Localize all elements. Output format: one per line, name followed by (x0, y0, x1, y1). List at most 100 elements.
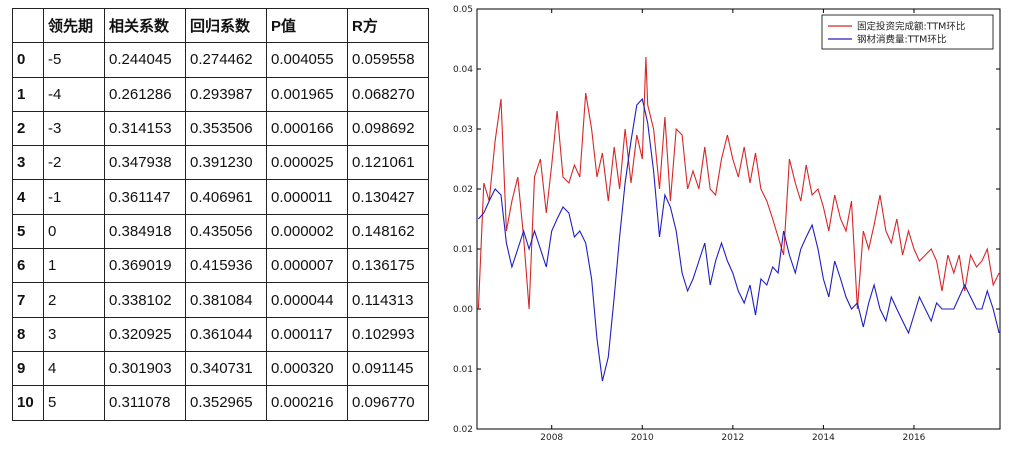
table-row: 9 4 0.301903 0.340731 0.000320 0.091145 (12, 350, 429, 387)
lead-period-cell: 4 (43, 350, 105, 387)
y-tick-label: 0.01 (453, 245, 473, 255)
regression-coef-cell: 0.353506 (185, 110, 267, 147)
lead-period-cell: 5 (43, 385, 105, 421)
r-squared-cell: 0.121061 (347, 145, 429, 181)
regression-coef-cell: 0.274462 (185, 42, 267, 78)
correlation-cell: 0.338102 (104, 282, 186, 318)
r-squared-cell: 0.068270 (347, 76, 429, 112)
table-row: 0 -5 0.244045 0.274462 0.004055 0.059558 (12, 42, 429, 78)
legend-label-1: 钢材消费量:TTM环比 (857, 34, 946, 46)
correlation-cell: 0.369019 (104, 248, 186, 284)
header-regression-coef: 回归系数 (185, 7, 267, 44)
correlation-cell: 0.347938 (104, 145, 186, 181)
legend-label-0: 固定投资完成额:TTM环比 (857, 21, 965, 33)
chart-svg: 0.05 0.04 0.03 0.02 0.01 0.00 0.01 0.02 2008 2010… (453, 5, 1001, 443)
r-squared-cell: 0.148162 (347, 213, 429, 250)
p-value-cell: 0.000117 (266, 316, 348, 352)
row-index: 8 (12, 316, 44, 352)
r-squared-cell: 0.098692 (347, 110, 429, 147)
header-p-value: P值 (266, 7, 348, 44)
regression-stats-table: 领先期 相关系数 回归系数 P值 R方 0 -5 0.244045 0.274462 0… (12, 7, 429, 421)
p-value-cell: 0.001965 (266, 76, 348, 112)
table-row: 5 0 0.384918 0.435056 0.000002 0.148162 (12, 213, 429, 250)
row-index: 3 (12, 145, 44, 181)
row-index: 7 (12, 282, 44, 318)
regression-coef-cell: 0.435056 (185, 213, 267, 250)
correlation-cell: 0.320925 (104, 316, 186, 352)
legend-box (821, 14, 994, 50)
row-index: 1 (12, 76, 44, 112)
table-row: 3 -2 0.347938 0.391230 0.000025 0.121061 (12, 145, 429, 181)
lead-period-cell: 1 (43, 248, 105, 284)
p-value-cell: 0.004055 (266, 42, 348, 78)
row-index: 0 (12, 42, 44, 78)
table-row: 10 5 0.311078 0.352965 0.000216 0.096770 (12, 385, 429, 421)
x-tick-label: 2008 (540, 433, 563, 443)
r-squared-cell: 0.091145 (347, 350, 429, 387)
x-tick-label: 2010 (631, 433, 654, 443)
regression-coef-cell: 0.381084 (185, 282, 267, 318)
p-value-cell: 0.000166 (266, 110, 348, 147)
y-tick-label: 0.05 (453, 5, 473, 15)
regression-coef-cell: 0.391230 (185, 145, 267, 181)
r-squared-cell: 0.114313 (347, 282, 429, 318)
r-squared-cell: 0.130427 (347, 179, 429, 215)
r-squared-cell: 0.136175 (347, 248, 429, 284)
table-row: 1 -4 0.261286 0.293987 0.001965 0.068270 (12, 76, 429, 112)
p-value-cell: 0.000025 (266, 145, 348, 181)
y-tick-label: 0.01 (453, 365, 473, 375)
series-line-0 (477, 56, 1000, 310)
table-row: 2 -3 0.314153 0.353506 0.000166 0.098692 (12, 110, 429, 147)
regression-coef-cell: 0.415936 (185, 248, 267, 284)
y-tick-label: 0.03 (453, 125, 473, 135)
y-tick-label: 0.04 (453, 65, 473, 75)
p-value-cell: 0.000011 (266, 179, 348, 215)
r-squared-cell: 0.059558 (347, 42, 429, 78)
correlation-cell: 0.244045 (104, 42, 186, 78)
lead-period-cell: -4 (43, 76, 105, 112)
table-body: 0 -5 0.244045 0.274462 0.004055 0.059558 1 -4 0.… (12, 42, 429, 421)
lead-period-cell: -1 (43, 179, 105, 215)
table-row: 6 1 0.369019 0.415936 0.000007 0.136175 (12, 248, 429, 284)
table-row: 8 3 0.320925 0.361044 0.000117 0.102993 (12, 316, 429, 352)
row-index: 9 (12, 350, 44, 387)
lead-period-cell: 3 (43, 316, 105, 352)
correlation-cell: 0.361147 (104, 179, 186, 215)
p-value-cell: 0.000007 (266, 248, 348, 284)
row-index: 4 (12, 179, 44, 215)
row-index: 2 (12, 110, 44, 147)
row-index: 5 (12, 213, 44, 250)
y-tick-label: 0.02 (453, 425, 473, 435)
header-lead-period: 领先期 (43, 7, 105, 44)
p-value-cell: 0.000320 (266, 350, 348, 387)
row-index: 10 (12, 385, 44, 421)
x-tick-label: 2016 (903, 433, 926, 443)
line-chart: 0.05 0.04 0.03 0.02 0.01 0.00 0.01 0.02 2008 2010… (430, 0, 1019, 455)
x-tick-label: 2012 (721, 433, 744, 443)
correlation-cell: 0.314153 (104, 110, 186, 147)
series-line-1 (477, 97, 1000, 382)
y-tick-label: 0.00 (453, 305, 473, 315)
regression-coef-cell: 0.352965 (185, 385, 267, 421)
lead-period-cell: 0 (43, 213, 105, 250)
correlation-cell: 0.261286 (104, 76, 186, 112)
regression-coef-cell: 0.361044 (185, 316, 267, 352)
lead-period-cell: -2 (43, 145, 105, 181)
p-value-cell: 0.000044 (266, 282, 348, 318)
header-r-squared: R方 (347, 7, 429, 44)
row-index: 6 (12, 248, 44, 284)
r-squared-cell: 0.096770 (347, 385, 429, 421)
table-row: 4 -1 0.361147 0.406961 0.000011 0.130427 (12, 179, 429, 215)
regression-coef-cell: 0.293987 (185, 76, 267, 112)
x-tick-label: 2014 (812, 433, 835, 443)
p-value-cell: 0.000216 (266, 385, 348, 421)
regression-coef-cell: 0.340731 (185, 350, 267, 387)
plot-frame (476, 8, 1001, 430)
lead-period-cell: -5 (43, 42, 105, 78)
correlation-cell: 0.311078 (104, 385, 186, 421)
table-row: 7 2 0.338102 0.381084 0.000044 0.114313 (12, 282, 429, 318)
lead-period-cell: -3 (43, 110, 105, 147)
regression-coef-cell: 0.406961 (185, 179, 267, 215)
correlation-cell: 0.301903 (104, 350, 186, 387)
p-value-cell: 0.000002 (266, 213, 348, 250)
